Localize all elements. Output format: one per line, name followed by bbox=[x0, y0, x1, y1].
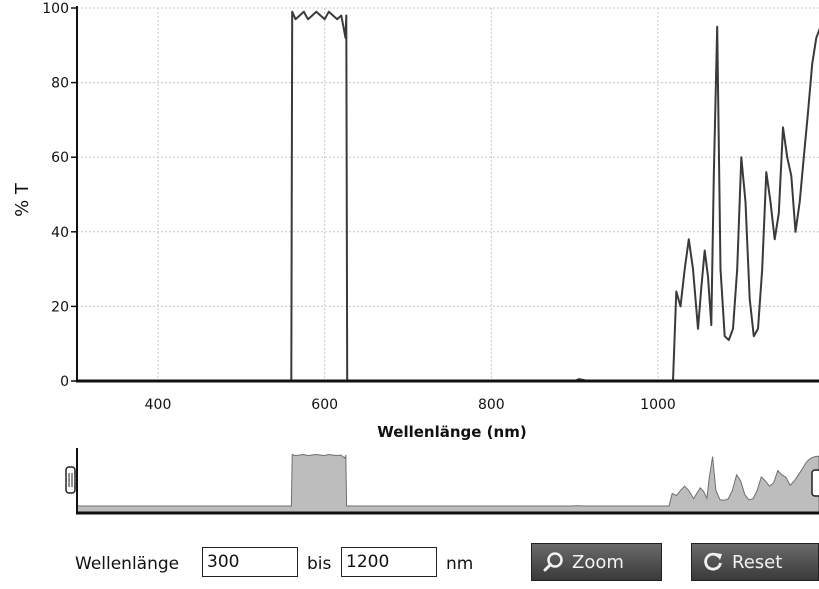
overview-area bbox=[76, 453, 819, 513]
y-tick-label: 0 bbox=[60, 374, 69, 390]
x-tick-label: 800 bbox=[478, 397, 505, 413]
magnifier-icon bbox=[543, 552, 563, 572]
zoom-button[interactable]: Zoom bbox=[531, 543, 662, 581]
overview-left-handle[interactable] bbox=[65, 466, 76, 494]
zoom-button-label: Zoom bbox=[572, 551, 624, 573]
unit-label: nm bbox=[446, 554, 474, 574]
reset-button-label: Reset bbox=[732, 551, 783, 573]
wavelength-label: Wellenlänge bbox=[75, 554, 180, 574]
chart-grid bbox=[77, 7, 819, 381]
refresh-icon bbox=[704, 552, 722, 571]
y-tick-label: 40 bbox=[51, 225, 69, 241]
overview-navigator[interactable] bbox=[0, 440, 819, 518]
y-tick-label: 60 bbox=[51, 150, 69, 166]
from-wavelength-input[interactable]: 300 bbox=[202, 547, 298, 577]
x-axis-label: Wellenlänge (nm) bbox=[377, 423, 526, 440]
x-axis-ticks: 400 600 800 1000 bbox=[145, 397, 676, 413]
y-tick-label: 100 bbox=[42, 1, 69, 17]
to-wavelength-input[interactable]: 1200 bbox=[341, 547, 437, 577]
x-tick-label: 400 bbox=[145, 397, 172, 413]
transmission-chart: 0 20 40 60 80 100 400 600 800 1000 Wellenlänge (… bbox=[12, 1, 819, 440]
series-line bbox=[74, 10, 819, 382]
reset-button[interactable]: Reset bbox=[691, 543, 819, 581]
y-tick-label: 20 bbox=[51, 299, 69, 315]
x-tick-label: 1000 bbox=[640, 397, 676, 413]
range-controls: Wellenlänge 300 bis 1200 nm Zoom Reset bbox=[0, 540, 819, 589]
y-tick-label: 80 bbox=[51, 76, 69, 92]
bis-label: bis bbox=[307, 554, 332, 574]
y-axis-ticks: 0 20 40 60 80 100 bbox=[42, 1, 77, 390]
overview-right-handle[interactable] bbox=[811, 469, 819, 497]
x-tick-label: 600 bbox=[311, 397, 338, 413]
y-axis-label: % T bbox=[12, 182, 33, 217]
